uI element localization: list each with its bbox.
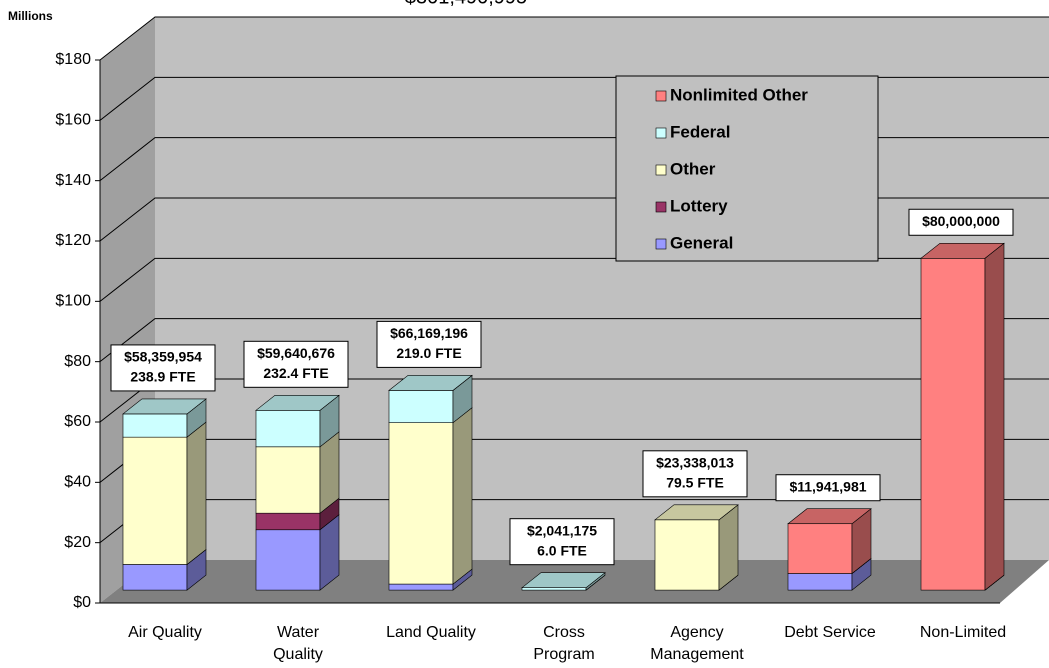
bar-label: $59,640,676 [257,345,335,361]
bar-segment [787,523,853,574]
x-tick-label: Program [533,646,594,663]
bar-segment [255,410,321,448]
bar-top [920,242,1005,259]
bar-top [122,398,207,415]
bar-segment [521,587,587,591]
bar-top [787,508,872,525]
bar-side [186,421,207,566]
bar-top [654,504,739,521]
bar-label: $2,041,175 [527,522,597,538]
x-tick-label: Water [277,624,320,641]
bar-segment [122,564,188,591]
bar-segment [388,390,454,423]
legend-label: Other [670,159,716,178]
bar-top [255,395,340,411]
bar-label: $66,169,196 [390,325,468,341]
bar-top [388,375,473,391]
legend-label: Nonlimited Other [670,85,808,104]
x-tick-label: Non-Limited [920,624,1006,641]
y-tick-label: $120 [55,232,91,249]
x-tick-label: Cross [543,624,585,641]
y-tick-label: $160 [55,112,91,129]
x-tick-label: Air Quality [128,624,202,641]
bar-label-box [376,320,482,368]
bar-top [521,572,606,588]
bar-segment [787,573,853,591]
y-tick-label: $100 [55,293,91,310]
x-tick-label: Agency [670,624,723,641]
bar-segment [255,512,321,531]
bar-label: 79.5 FTE [666,475,724,491]
bar-label: 6.0 FTE [537,542,587,558]
bar-label-box [908,208,1014,236]
legend-label: Lottery [670,196,728,215]
bar-label-box [509,518,615,566]
legend-swatch [655,164,667,176]
y-tick-label: $80 [64,353,91,370]
chart-title: $301,490,995 [405,0,527,8]
bar-side [984,242,1005,591]
x-tick-label: Management [650,646,744,663]
legend-swatch [655,238,667,250]
bar-label: $23,338,013 [656,455,734,471]
bar-label: 232.4 FTE [263,365,328,381]
x-tick-label: Quality [273,646,323,663]
bar-label-box [243,340,349,388]
legend-label: General [670,233,733,252]
bar-segment [122,413,188,438]
legend-swatch [655,127,667,139]
bar-label-box [642,450,748,498]
y-tick-label: $140 [55,172,91,189]
y-tick-label: $180 [55,51,91,68]
bar-label-box [775,474,881,502]
bar-segment [255,529,321,591]
bar-segment [255,446,321,514]
legend-label: Federal [670,122,730,141]
bar-side [452,407,473,585]
bar-segment [920,257,986,591]
bar-label: 238.9 FTE [130,369,195,385]
y-tick-label: $0 [73,594,91,611]
bar-segment [388,422,454,585]
x-tick-label: Debt Service [784,624,876,641]
y-tick-label: $40 [64,474,91,491]
bar-label: 219.0 FTE [396,345,461,361]
bar-label: $58,359,954 [124,349,202,365]
legend-swatch [655,90,667,102]
grid-line [99,16,1049,61]
bar-label-box [110,344,216,392]
x-tick-label: Land Quality [386,624,476,641]
legend-swatch [655,201,667,213]
y-tick-label: $60 [64,413,91,430]
y-axis-label: Millions [8,9,53,23]
bar-segment [388,583,454,591]
bar-segment [654,519,720,591]
bar-segment [122,436,188,565]
bar-label: $11,941,981 [789,478,866,494]
y-tick-label: $20 [64,534,91,551]
bar-label: $80,000,000 [922,213,1000,229]
